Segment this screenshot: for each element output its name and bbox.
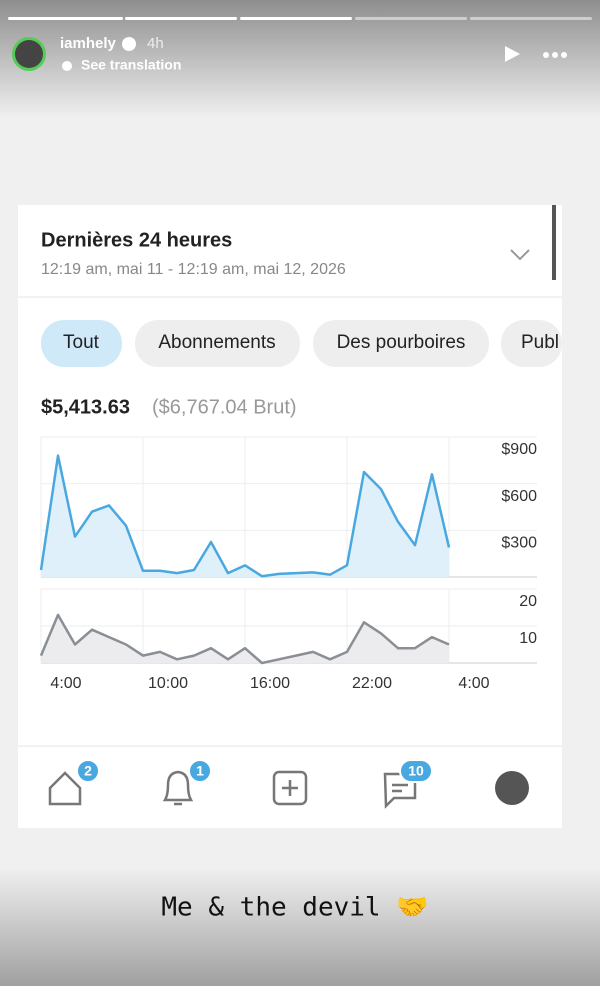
x-tick-label: 4:00 [50, 675, 81, 692]
y-tick-label: 20 [519, 593, 537, 610]
badge [76, 759, 100, 783]
progress-segment [355, 17, 467, 20]
home-icon[interactable] [48, 771, 82, 806]
filter-label[interactable]: Tout [63, 332, 100, 353]
y-tick-label: $300 [501, 535, 537, 552]
x-tick-label: 10:00 [148, 675, 188, 692]
avatar[interactable] [15, 40, 43, 68]
y-tick-label: $600 [501, 488, 537, 505]
gross-amount: ($6,767.04 Brut) [152, 396, 297, 418]
line [39, 613, 450, 665]
progress-segment [125, 17, 237, 20]
badge [188, 759, 212, 783]
filter-label[interactable]: Publ [521, 332, 559, 353]
create-icon[interactable] [272, 770, 308, 806]
card-subtitle: 12:19 am, mai 11 - 12:19 am, mai 12, 202… [41, 261, 346, 278]
filter-chip[interactable] [135, 320, 300, 367]
story-caption: Me & the devil 🤝 [161, 893, 428, 923]
verified-badge [122, 37, 136, 51]
username[interactable]: iamhely [60, 35, 117, 52]
badge [399, 759, 433, 783]
line [39, 454, 451, 578]
translate-icon [62, 61, 72, 71]
dropdown-chevron[interactable] [510, 249, 530, 261]
progress-segment [8, 17, 123, 20]
area [41, 614, 449, 663]
filter-label[interactable]: Abonnements [158, 332, 275, 353]
x-tick-label: 4:00 [458, 675, 489, 692]
x-tick-label: 16:00 [250, 675, 290, 692]
badge-count: 1 [196, 763, 204, 779]
progress-segment [240, 17, 352, 20]
filter-chip[interactable] [41, 320, 122, 367]
card-title: Dernières 24 heures [41, 229, 232, 251]
scrollbar [552, 205, 556, 280]
y-tick-label: 10 [519, 630, 537, 647]
charts: $300 $600 $900 10 20 4:00 10:00 16:00 22:00 4:00 [39, 436, 537, 692]
x-tick-label: 22:00 [352, 675, 392, 692]
badge-count: 2 [84, 763, 92, 779]
area [41, 455, 449, 577]
bell-icon[interactable] [162, 770, 194, 806]
net-amount: $5,413.63 [41, 396, 130, 418]
see-translation[interactable]: See translation [81, 57, 181, 73]
profile-avatar[interactable] [495, 771, 529, 805]
filter-chip[interactable] [501, 320, 562, 367]
filter-chip[interactable] [313, 320, 489, 367]
badge-count: 10 [408, 763, 424, 779]
nav-icons [48, 770, 417, 809]
filter-chips: Tout Abonnements Des pourboires Publ [41, 320, 562, 367]
nav-badges: 2 1 10 [76, 759, 433, 783]
post-time: 4h [147, 35, 164, 52]
progress [8, 17, 592, 20]
progress-segment [470, 17, 592, 20]
play-button[interactable] [505, 46, 520, 62]
create-plus [282, 780, 298, 796]
y-tick-label: $900 [501, 441, 537, 458]
filter-label[interactable]: Des pourboires [337, 332, 466, 353]
more-button[interactable] [543, 52, 567, 58]
